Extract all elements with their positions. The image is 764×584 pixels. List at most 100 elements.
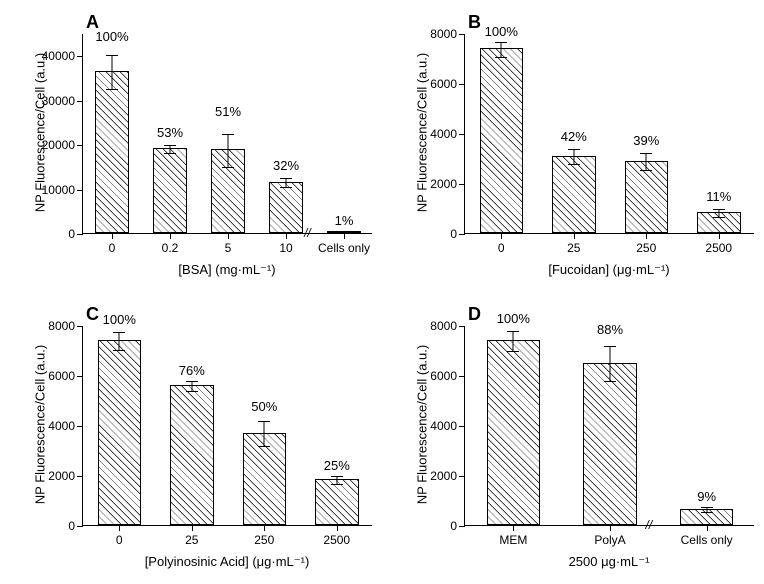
error-cap-bot xyxy=(713,217,725,218)
error-cap-bot xyxy=(507,351,519,352)
y-tick-label: 0 xyxy=(68,519,75,533)
error-cap-bot xyxy=(640,170,652,171)
x-tick-label: 25 xyxy=(567,241,580,255)
error-cap-bot xyxy=(113,350,125,351)
y-axis-label: NP Fluorescence/Cell (a.u.) xyxy=(415,43,430,223)
bar xyxy=(583,363,636,526)
x-tick-label: 2500 xyxy=(323,533,350,547)
y-tick xyxy=(459,84,465,85)
y-tick-label: 6000 xyxy=(430,369,457,383)
error-bar xyxy=(336,476,337,484)
bar xyxy=(315,479,359,525)
y-tick-label: 6000 xyxy=(48,369,75,383)
x-tick xyxy=(192,525,193,531)
error-cap-top xyxy=(701,507,713,508)
error-cap-top xyxy=(222,134,234,135)
panel-c: C020004000600080000100%2576%25050%250025… xyxy=(10,296,382,584)
error-cap-top xyxy=(495,42,507,43)
plot-area: 0100002000030000400000100%0.253%551%1032… xyxy=(82,34,372,234)
y-tick-label: 4000 xyxy=(48,419,75,433)
y-tick-label: 8000 xyxy=(430,27,457,41)
x-tick-label: 250 xyxy=(636,241,656,255)
x-tick-label: PolyA xyxy=(594,533,625,547)
y-tick xyxy=(459,234,465,235)
y-tick xyxy=(77,426,83,427)
x-tick xyxy=(719,233,720,239)
bar xyxy=(487,340,540,525)
bar xyxy=(552,156,596,234)
x-tick xyxy=(574,233,575,239)
y-axis-label: NP Fluorescence/Cell (a.u.) xyxy=(33,43,48,223)
y-tick-label: 6000 xyxy=(430,77,457,91)
y-tick-label: 0 xyxy=(450,519,457,533)
y-tick xyxy=(77,145,83,146)
y-tick xyxy=(459,184,465,185)
y-tick-label: 2000 xyxy=(430,469,457,483)
bar-percent-label: 100% xyxy=(485,24,518,39)
bar xyxy=(625,161,669,234)
y-axis-label: NP Fluorescence/Cell (a.u.) xyxy=(415,335,430,515)
error-bar xyxy=(646,153,647,171)
y-tick xyxy=(77,526,83,527)
plot-area: 020004000600080000100%2576%25050%250025% xyxy=(82,326,372,526)
x-tick-label: 2500 xyxy=(705,241,732,255)
y-tick xyxy=(77,234,83,235)
x-axis-label: [Fucoidan] (μg·mL⁻¹) xyxy=(464,262,754,278)
error-cap-top xyxy=(713,209,725,210)
error-bar xyxy=(610,346,611,381)
y-tick xyxy=(459,526,465,527)
error-cap-top xyxy=(106,55,118,56)
y-tick-label: 4000 xyxy=(430,127,457,141)
bar xyxy=(480,48,524,233)
x-tick xyxy=(707,525,708,531)
axis-break: // xyxy=(646,518,653,532)
error-cap-top xyxy=(186,381,198,382)
error-cap-bot xyxy=(222,167,234,168)
plot-area: 020004000600080000100%2542%25039%250011% xyxy=(464,34,754,234)
x-tick xyxy=(513,525,514,531)
bar-percent-label: 53% xyxy=(157,125,183,140)
error-cap-top xyxy=(280,178,292,179)
error-bar xyxy=(228,134,229,168)
error-bar xyxy=(119,332,120,350)
x-tick xyxy=(112,233,113,239)
bar-percent-label: 42% xyxy=(561,129,587,144)
bar-percent-label: 76% xyxy=(179,363,205,378)
panel-label-c: C xyxy=(86,304,99,325)
panel-a: A0100002000030000400000100%0.253%551%103… xyxy=(10,4,382,292)
y-tick-label: 8000 xyxy=(48,319,75,333)
error-cap-top xyxy=(164,145,176,146)
y-tick xyxy=(77,476,83,477)
error-bar xyxy=(501,42,502,57)
error-cap-bot xyxy=(338,233,350,234)
y-tick-label: 0 xyxy=(68,227,75,241)
y-tick xyxy=(77,101,83,102)
bar-percent-label: 51% xyxy=(215,104,241,119)
bar-percent-label: 100% xyxy=(103,312,136,327)
bar xyxy=(95,71,130,233)
x-tick-label: 0 xyxy=(116,533,123,547)
y-axis-label: NP Fluorescence/Cell (a.u.) xyxy=(33,335,48,515)
y-tick xyxy=(459,426,465,427)
x-tick-label: 0 xyxy=(109,241,116,255)
y-tick xyxy=(77,56,83,57)
error-bar xyxy=(264,421,265,446)
panel-label-b: B xyxy=(468,12,481,33)
panel-d: D02000400060008000MEM100%PolyA88%Cells o… xyxy=(392,296,764,584)
y-tick xyxy=(459,34,465,35)
bar-percent-label: 1% xyxy=(335,213,354,228)
bar-percent-label: 100% xyxy=(95,29,128,44)
figure-root: A0100002000030000400000100%0.253%551%103… xyxy=(0,0,764,584)
y-tick-label: 2000 xyxy=(430,177,457,191)
y-tick xyxy=(459,134,465,135)
error-bar xyxy=(191,381,192,391)
bar-percent-label: 25% xyxy=(324,458,350,473)
x-tick-label: 0.2 xyxy=(162,241,179,255)
x-tick xyxy=(119,525,120,531)
x-tick-label: 5 xyxy=(225,241,232,255)
x-axis-label: [Polyinosinic Acid] (μg·mL⁻¹) xyxy=(82,554,372,570)
plot-area: 02000400060008000MEM100%PolyA88%Cells on… xyxy=(464,326,754,526)
x-axis-label: [BSA] (mg·mL⁻¹) xyxy=(82,262,372,278)
panel-b: B020004000600080000100%2542%25039%250011… xyxy=(392,4,764,292)
x-tick-label: Cells only xyxy=(681,533,733,547)
